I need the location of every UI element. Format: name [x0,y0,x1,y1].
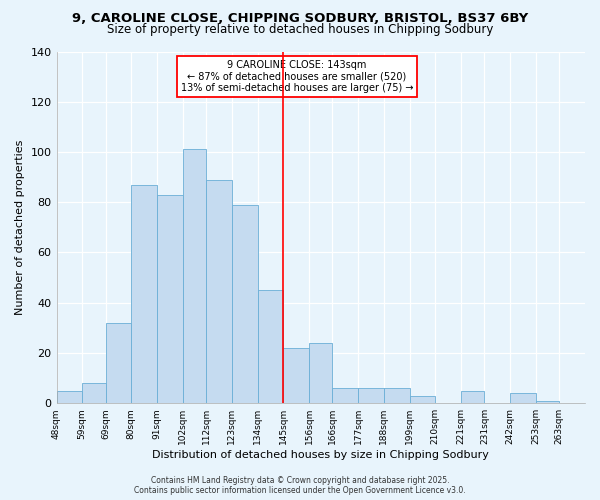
Bar [461,390,484,403]
Bar [183,150,206,403]
Bar [157,194,183,403]
Bar [131,184,157,403]
Bar [510,393,536,403]
Bar [82,383,106,403]
Bar [410,396,436,403]
Bar [283,348,309,403]
Text: Contains HM Land Registry data © Crown copyright and database right 2025.
Contai: Contains HM Land Registry data © Crown c… [134,476,466,495]
Text: 9, CAROLINE CLOSE, CHIPPING SODBURY, BRISTOL, BS37 6BY: 9, CAROLINE CLOSE, CHIPPING SODBURY, BRI… [72,12,528,26]
X-axis label: Distribution of detached houses by size in Chipping Sodbury: Distribution of detached houses by size … [152,450,489,460]
Bar [106,323,131,403]
Bar [56,390,82,403]
Bar [257,290,283,403]
Bar [384,388,410,403]
Bar [309,343,332,403]
Bar [206,180,232,403]
Y-axis label: Number of detached properties: Number of detached properties [15,140,25,315]
Bar [536,400,559,403]
Bar [358,388,384,403]
Text: 9 CAROLINE CLOSE: 143sqm
← 87% of detached houses are smaller (520)
13% of semi-: 9 CAROLINE CLOSE: 143sqm ← 87% of detach… [181,60,413,94]
Text: Size of property relative to detached houses in Chipping Sodbury: Size of property relative to detached ho… [107,22,493,36]
Bar [332,388,358,403]
Bar [232,204,257,403]
